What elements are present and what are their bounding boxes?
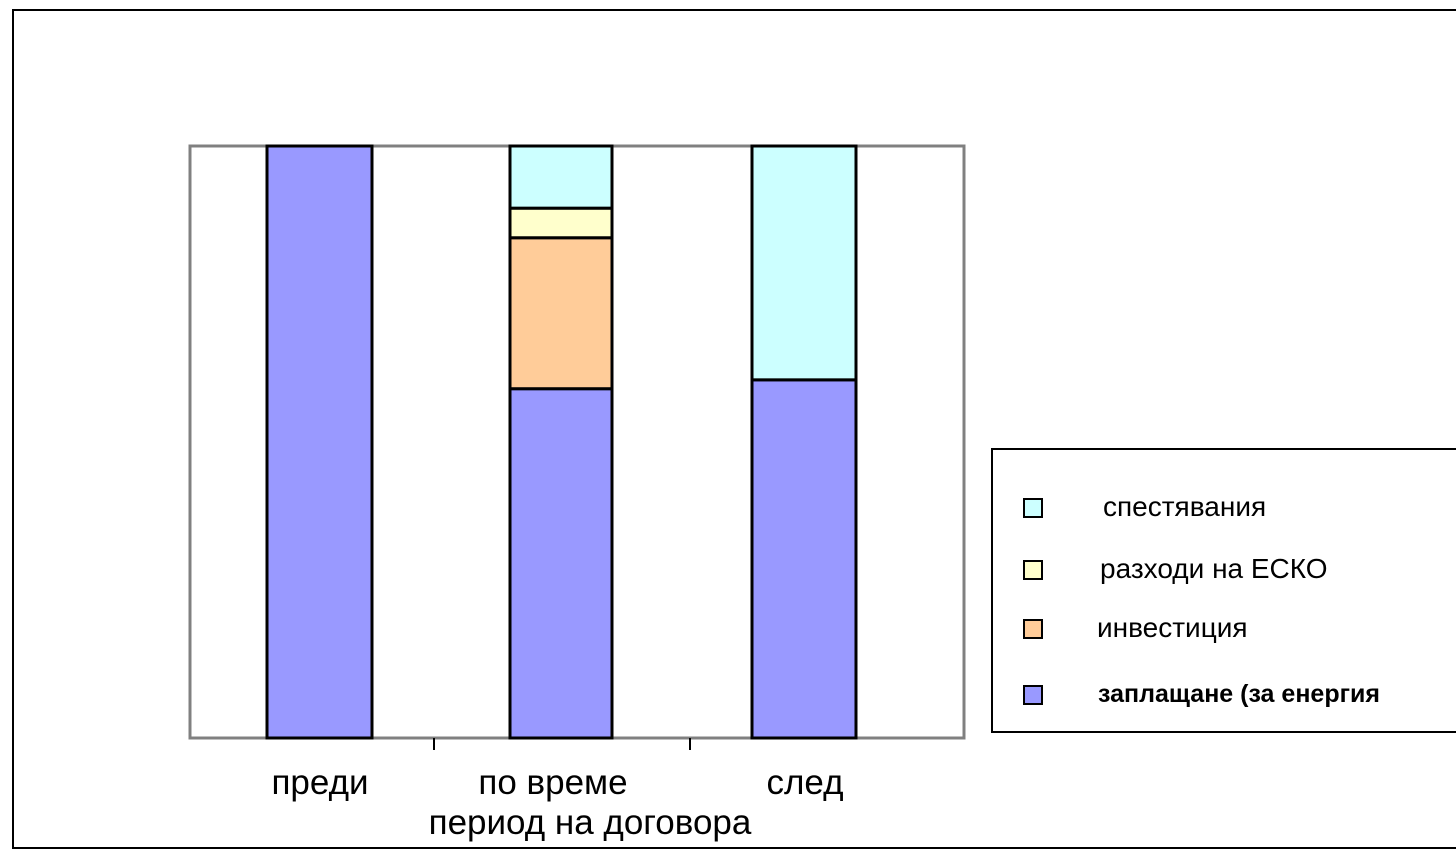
legend-label-esco-costs: разходи на ЕСКО [1100,553,1328,584]
bars-layer [265,144,858,740]
bar-segment-2-series-4 [508,144,614,210]
bar-segment-1-series-1 [265,144,374,740]
legend-swatch-esco-costs [1023,560,1043,580]
legend-swatch-investment [1023,619,1043,639]
legend-swatch-energy-payment [1023,685,1043,705]
legend-label-energy-payment: заплащане (за енергия [1098,680,1380,708]
bar-segment-2-series-3 [508,206,614,240]
x-tick-label-3: след [766,763,843,802]
x-axis: преди по време след период на договора [271,738,844,842]
x-tick-label-2: по време [478,763,627,802]
legend: спестявания разходи на ЕСКО инвестиция з… [991,448,1456,733]
x-axis-title: период на договора [429,803,752,842]
bar-segment-2-series-2 [508,236,614,391]
legend-label-savings: спестявания [1103,491,1267,522]
bar-segment-3-series-4 [750,144,858,382]
bar-segment-2-series-1 [508,387,614,740]
bar-segment-3-series-1 [750,378,858,740]
legend-label-investment: инвестиция [1097,612,1248,643]
legend-swatch-savings [1023,498,1043,518]
x-tick-label-1: преди [271,763,368,802]
